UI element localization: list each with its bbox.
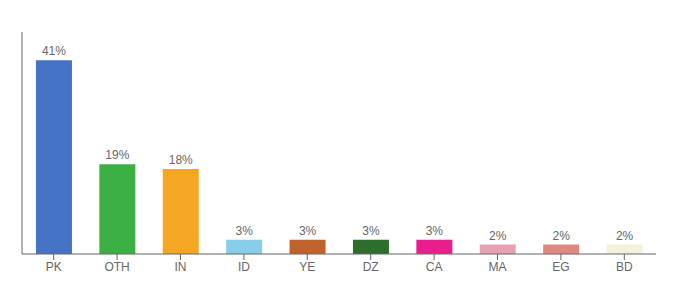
svg-text:MA: MA	[489, 260, 507, 274]
svg-text:3%: 3%	[362, 224, 380, 238]
svg-text:OTH: OTH	[104, 260, 129, 274]
svg-text:2%: 2%	[489, 229, 507, 243]
svg-text:DZ: DZ	[363, 260, 379, 274]
svg-text:YE: YE	[299, 260, 315, 274]
svg-text:ID: ID	[238, 260, 250, 274]
svg-text:2%: 2%	[552, 229, 570, 243]
svg-text:CA: CA	[426, 260, 443, 274]
svg-text:3%: 3%	[426, 224, 444, 238]
svg-text:2%: 2%	[616, 229, 634, 243]
svg-text:PK: PK	[46, 260, 62, 274]
svg-text:3%: 3%	[235, 224, 253, 238]
svg-text:41%: 41%	[42, 44, 66, 58]
svg-text:3%: 3%	[299, 224, 317, 238]
svg-text:EG: EG	[552, 260, 569, 274]
svg-text:IN: IN	[175, 260, 187, 274]
svg-text:19%: 19%	[105, 148, 129, 162]
svg-text:BD: BD	[616, 260, 633, 274]
svg-text:18%: 18%	[169, 153, 193, 167]
